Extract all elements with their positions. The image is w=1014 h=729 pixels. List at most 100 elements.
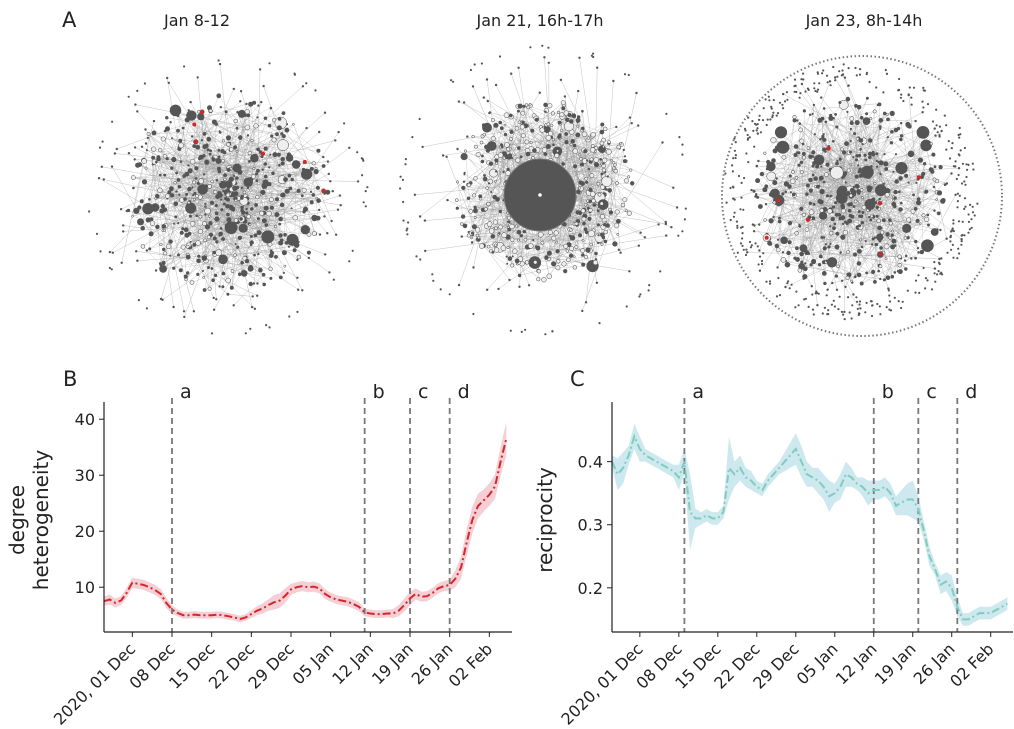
network-node	[601, 235, 606, 240]
network-edge	[825, 104, 844, 152]
network-isolated-node	[764, 98, 767, 101]
network-node	[301, 187, 307, 193]
network-node	[581, 309, 584, 313]
network-isolated-node	[914, 291, 917, 294]
network-node	[551, 137, 555, 142]
network-edge	[733, 153, 871, 199]
network-edge	[176, 118, 203, 174]
network-node	[202, 132, 207, 136]
network-isolated-node	[871, 304, 874, 307]
network-node	[578, 180, 583, 185]
network-edge	[827, 226, 861, 290]
network-node	[285, 154, 294, 162]
network-node	[755, 193, 758, 196]
network-edge	[228, 137, 314, 164]
network-isolated-node	[758, 118, 761, 121]
network-node	[210, 200, 215, 205]
network-node	[572, 148, 579, 154]
network-node	[583, 149, 588, 154]
network-isolated-node	[814, 292, 817, 295]
network-edge	[856, 155, 962, 240]
network-node	[278, 222, 282, 226]
network-node	[543, 152, 548, 156]
network-edge	[471, 157, 510, 239]
network-node	[886, 136, 890, 139]
network-isolated-node	[737, 174, 741, 178]
network-node	[918, 222, 922, 225]
network-isolated-node	[804, 90, 807, 93]
network-node	[811, 150, 816, 155]
network-node	[827, 208, 833, 214]
network-node	[339, 204, 342, 207]
network-edge	[858, 193, 919, 203]
network-edge	[807, 219, 910, 223]
network-node	[318, 130, 321, 134]
network-isolated-node	[332, 278, 335, 281]
network-node	[917, 157, 924, 163]
network-node	[831, 281, 834, 285]
network-node	[835, 231, 840, 236]
network-isolated-node	[956, 206, 959, 209]
network-isolated-node	[729, 186, 732, 190]
network-node	[135, 250, 138, 253]
y-tick-label: 0.2	[578, 579, 603, 598]
network-node	[886, 117, 890, 122]
network-node	[145, 217, 151, 223]
network-node	[957, 167, 961, 170]
network-isolated-node	[833, 305, 837, 308]
network-node	[855, 158, 858, 162]
network-node	[821, 134, 825, 139]
network-node	[236, 245, 240, 249]
network-node	[159, 263, 162, 267]
network-node	[943, 183, 947, 187]
network-node	[185, 202, 197, 214]
network-node	[588, 199, 592, 204]
network-node	[613, 168, 619, 174]
network-node	[603, 224, 606, 227]
network-isolated-node	[402, 219, 405, 222]
network-edge	[198, 260, 264, 275]
network-node	[460, 235, 463, 238]
network-node	[916, 200, 921, 206]
network-node	[799, 206, 804, 211]
network-node	[520, 133, 526, 139]
network-node	[931, 152, 936, 157]
network-node	[890, 233, 894, 237]
network-node	[569, 119, 574, 124]
network-isolated-node	[210, 332, 214, 335]
network-isolated-node	[939, 272, 942, 275]
network-node	[822, 180, 826, 184]
network-node	[934, 134, 937, 137]
network-isolated-node	[814, 89, 817, 93]
network-node	[149, 220, 156, 226]
network-isolated-node	[935, 124, 938, 127]
network-node	[626, 210, 632, 216]
network-node	[162, 247, 166, 252]
network-node	[507, 215, 511, 220]
network-node	[137, 218, 144, 226]
network-node	[601, 175, 613, 187]
network-node	[229, 147, 234, 152]
network-node	[471, 134, 475, 139]
network-node	[246, 113, 251, 118]
network-node	[214, 216, 220, 222]
y-axis-title: reciprocity	[533, 467, 557, 573]
network-isolated-node	[768, 280, 772, 283]
network-isolated-node	[450, 79, 453, 82]
network-edge	[574, 145, 666, 223]
network-node	[151, 130, 157, 136]
network-node	[581, 131, 588, 138]
confidence-band	[612, 423, 1008, 626]
network-edge	[121, 160, 145, 263]
network-node	[119, 208, 123, 211]
network-isolated-node	[740, 181, 743, 184]
network-node	[146, 136, 149, 140]
network-edge	[585, 173, 603, 258]
network-node	[797, 163, 801, 167]
network-isolated-node	[865, 71, 869, 74]
network-node	[461, 185, 466, 190]
network-node	[852, 205, 856, 208]
network-node	[161, 224, 167, 229]
network-edge	[801, 141, 825, 274]
network-node	[545, 127, 548, 130]
